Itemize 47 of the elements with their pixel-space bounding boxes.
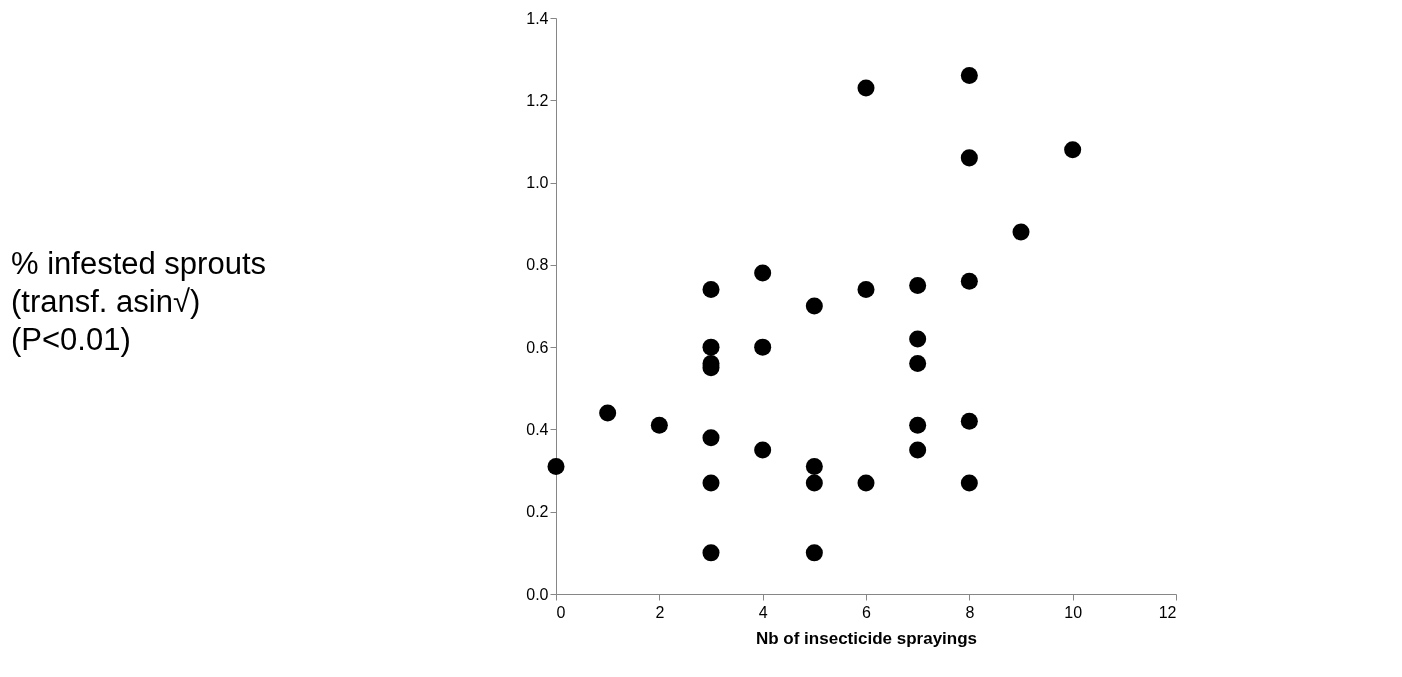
point <box>805 457 823 475</box>
point <box>909 355 927 373</box>
y-tick-label: 1.4 <box>526 9 549 27</box>
point <box>857 79 875 97</box>
y-tick-label: 0.8 <box>526 256 549 274</box>
point <box>805 544 823 562</box>
x-tick-label: 4 <box>758 603 768 621</box>
point <box>909 416 927 434</box>
point <box>702 281 720 299</box>
point <box>754 441 772 459</box>
point <box>805 297 823 315</box>
point <box>857 474 875 492</box>
x-tick-label: 8 <box>965 603 975 621</box>
point <box>702 544 720 562</box>
point <box>960 412 978 430</box>
point <box>805 474 823 492</box>
point <box>1012 223 1030 241</box>
point <box>547 457 565 475</box>
point <box>960 474 978 492</box>
point <box>1064 141 1082 159</box>
point <box>909 441 927 459</box>
point <box>754 338 772 356</box>
y-tick-label: 0.2 <box>526 503 549 521</box>
y-tick-label: 0.6 <box>526 338 549 356</box>
x-tick-label: 12 <box>1158 603 1177 621</box>
x-tick-label: 0 <box>556 603 566 621</box>
x-axis-title: Nb of insecticide sprayings <box>755 628 978 648</box>
y-tick-label: 0.4 <box>526 420 549 438</box>
point <box>702 429 720 447</box>
point <box>909 276 927 294</box>
y-tick-label: 1.2 <box>526 91 549 109</box>
text: % infested sprouts (transf. asin√) (P<0.01) <box>11 246 267 357</box>
point <box>909 330 927 348</box>
point <box>650 416 668 434</box>
point <box>960 149 978 167</box>
point <box>754 264 772 282</box>
y-tick-label: 1.0 <box>526 174 549 192</box>
point <box>702 338 720 356</box>
x-tick-label: 6 <box>862 603 872 621</box>
point <box>702 474 720 492</box>
point <box>857 281 875 299</box>
y-tick-label: 0.0 <box>526 585 549 603</box>
x-tick-label: 2 <box>655 603 665 621</box>
point <box>960 67 978 85</box>
point <box>960 272 978 290</box>
point <box>599 404 617 422</box>
x-tick-label: 10 <box>1064 603 1083 621</box>
